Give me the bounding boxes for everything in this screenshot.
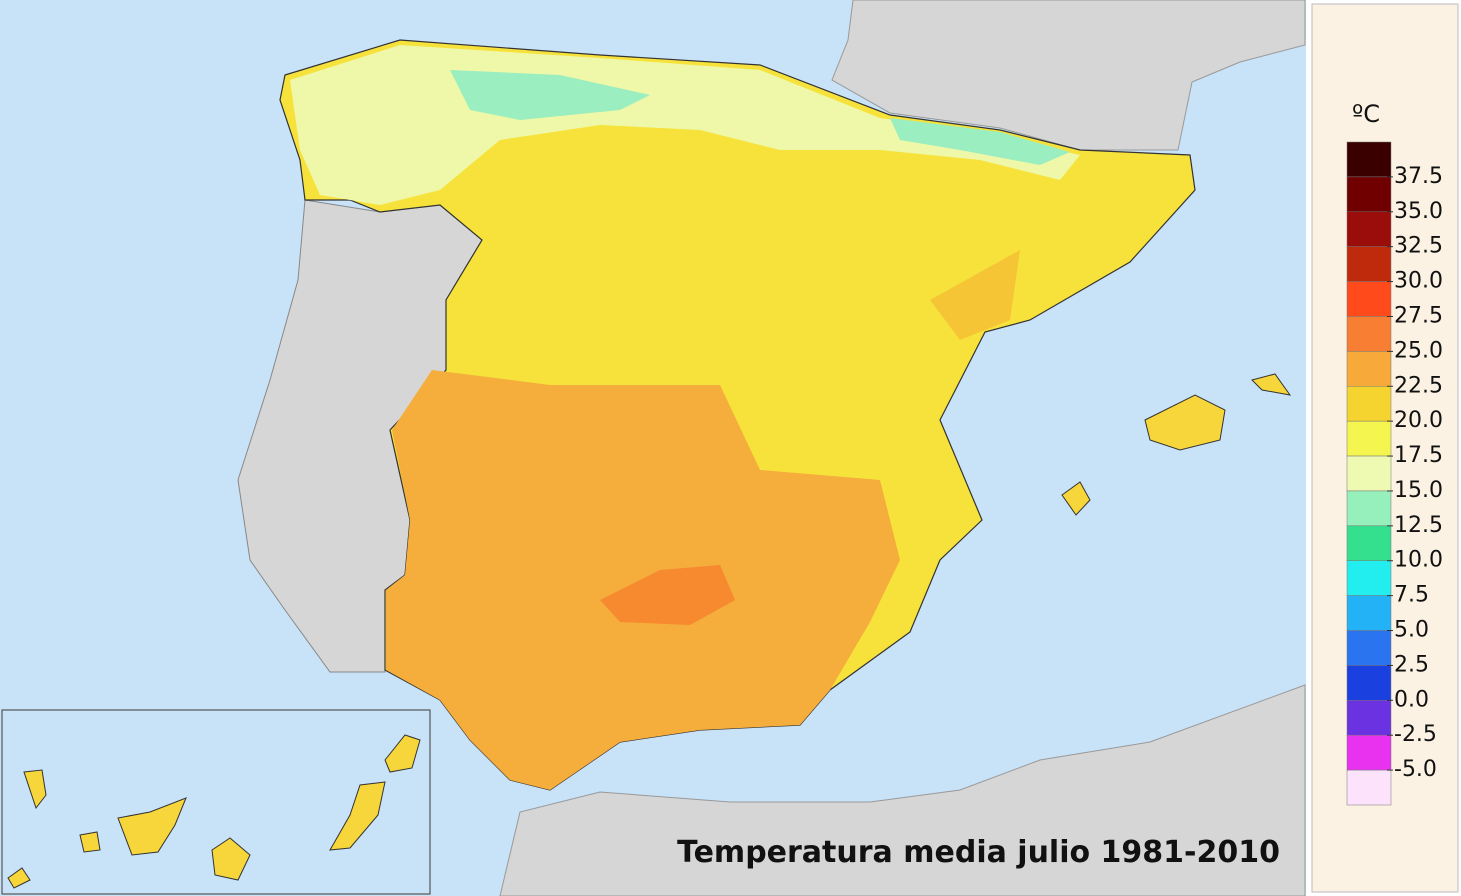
legend-swatch: [1346, 490, 1392, 527]
el-hierro: [7, 867, 31, 889]
legend-swatch: [1346, 316, 1392, 352]
legend-tick-label: 12.5: [1394, 513, 1443, 538]
map-title: Temperatura media julio 1981-2010: [677, 835, 1280, 870]
legend-tick-label: -2.5: [1394, 722, 1437, 747]
guadalquivir-hot: [600, 565, 735, 625]
legend-swatch: [1346, 386, 1392, 422]
legend-swatch: [1346, 141, 1392, 178]
legend-tick-label: 10.0: [1394, 548, 1443, 573]
france: [831, 0, 1306, 151]
la-gomera: [79, 831, 101, 853]
legend-tick-label: 2.5: [1394, 652, 1429, 677]
legend-tick-label: 7.5: [1394, 583, 1429, 608]
legend-swatch: [1346, 665, 1392, 701]
legend-swatch: [1346, 281, 1392, 317]
legend-tick-label: -5.0: [1394, 757, 1437, 782]
legend-swatch: [1346, 630, 1392, 666]
legend-swatch: [1346, 525, 1392, 561]
legend-tick-label: 5.0: [1394, 618, 1429, 643]
legend-tick-label: 15.0: [1394, 478, 1443, 503]
legend-swatch: [1346, 700, 1392, 736]
legend-unit: ºC: [1352, 100, 1380, 128]
gran-canaria: [211, 837, 251, 881]
cantabrian-cool: [450, 70, 650, 120]
legend-tick-label: 32.5: [1394, 234, 1443, 259]
la-palma: [23, 769, 47, 810]
legend-swatch: [1346, 734, 1392, 771]
legend-tick-label: 25.0: [1394, 338, 1443, 363]
legend-swatch: [1346, 246, 1392, 282]
legend-tick-label: 35.0: [1394, 199, 1443, 224]
menorca: [1251, 373, 1292, 396]
pyrenees-cool: [890, 118, 1070, 165]
tenerife: [117, 797, 187, 856]
legend: 37.5 35.0 32.5 30.0 27.5 25.0 22.5 20.0 17.5 15.0…: [1346, 141, 1443, 806]
legend-swatch: [1346, 455, 1392, 492]
legend-tick-label: 0.0: [1394, 687, 1429, 712]
legend-tick-label: 27.5: [1394, 303, 1443, 328]
legend-tick-label: 17.5: [1394, 443, 1443, 468]
legend-swatch: [1346, 595, 1392, 631]
africa: [499, 684, 1306, 896]
legend-swatch: [1346, 351, 1392, 387]
canary-islands: [7, 734, 421, 889]
mallorca: [1144, 394, 1226, 451]
legend-swatch: [1346, 560, 1392, 596]
legend-swatch: [1346, 211, 1392, 247]
legend-tick-label: 37.5: [1394, 164, 1443, 189]
legend-swatch: [1346, 769, 1392, 806]
legend-tick-label: 20.0: [1394, 408, 1443, 433]
ibiza: [1061, 481, 1091, 516]
legend-swatch: [1346, 176, 1392, 213]
legend-swatch: [1346, 420, 1392, 457]
ebro-warm: [930, 250, 1020, 340]
legend-tick-label: 30.0: [1394, 269, 1443, 294]
lanzarote: [384, 734, 421, 773]
legend-tick-label: 22.5: [1394, 373, 1443, 398]
fuerteventura: [329, 781, 386, 851]
